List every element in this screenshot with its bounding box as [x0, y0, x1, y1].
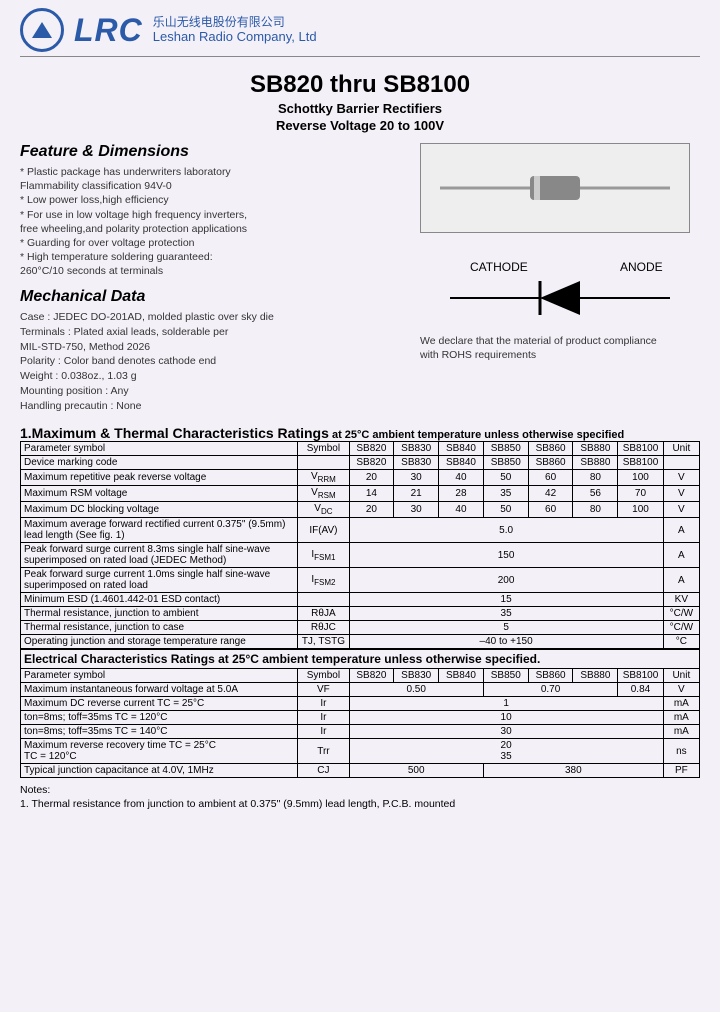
feature-item: free wheeling,and polarity protection ap… [20, 222, 408, 236]
logo-subtitle: 乐山无线电股份有限公司 Leshan Radio Company, Ltd [153, 15, 317, 45]
diode-diagram: CATHODE ANODE [420, 253, 700, 323]
feature-item: * High temperature soldering guaranteed: [20, 250, 408, 264]
feature-item: * Low power loss,high efficiency [20, 193, 408, 207]
compliance-text: We declare that the material of product … [420, 335, 700, 362]
feature-item: * Guarding for over voltage protection [20, 236, 408, 250]
feature-item: 260°C/10 seconds at terminals [20, 264, 408, 278]
features-heading: Feature & Dimensions [20, 143, 408, 161]
component-photo [420, 143, 690, 233]
features-list: * Plastic package has underwriters labor… [20, 165, 408, 278]
mech-row: Weight : 0.038oz., 1.03 g [20, 369, 408, 384]
mech-row: Handling precautin : None [20, 399, 408, 414]
electrical-table: Electrical Characteristics Ratings at 25… [20, 649, 700, 778]
header: LRC 乐山无线电股份有限公司 Leshan Radio Company, Lt… [20, 8, 700, 57]
feature-item: * For use in low voltage high frequency … [20, 208, 408, 222]
table1-title: 1.Maximum & Thermal Characteristics Rati… [20, 425, 700, 441]
logo-icon [20, 8, 64, 52]
mech-row: MIL-STD-750, Method 2026 [20, 340, 408, 355]
notes: Notes: 1. Thermal resistance from juncti… [20, 784, 700, 811]
feature-item: Flammability classification 94V-0 [20, 179, 408, 193]
mech-row: Case : JEDEC DO-201AD, molded plastic ov… [20, 310, 408, 325]
subtitle-2: Reverse Voltage 20 to 100V [20, 118, 700, 133]
subtitle-1: Schottky Barrier Rectifiers [20, 101, 700, 116]
cathode-label: CATHODE [470, 260, 528, 274]
mechanical-heading: Mechanical Data [20, 288, 408, 306]
feature-item: * Plastic package has underwriters labor… [20, 165, 408, 179]
title-block: SB820 thru SB8100 Schottky Barrier Recti… [20, 71, 700, 133]
mech-row: Polarity : Color band denotes cathode en… [20, 354, 408, 369]
logo-text: LRC [74, 12, 143, 49]
page-title: SB820 thru SB8100 [20, 71, 700, 99]
mechanical-list: Case : JEDEC DO-201AD, molded plastic ov… [20, 310, 408, 413]
mech-row: Mounting position : Any [20, 384, 408, 399]
ratings-table: Parameter symbolSymbolSB820SB830SB840SB8… [20, 441, 700, 649]
mech-row: Terminals : Plated axial leads, solderab… [20, 325, 408, 340]
anode-label: ANODE [620, 260, 663, 274]
